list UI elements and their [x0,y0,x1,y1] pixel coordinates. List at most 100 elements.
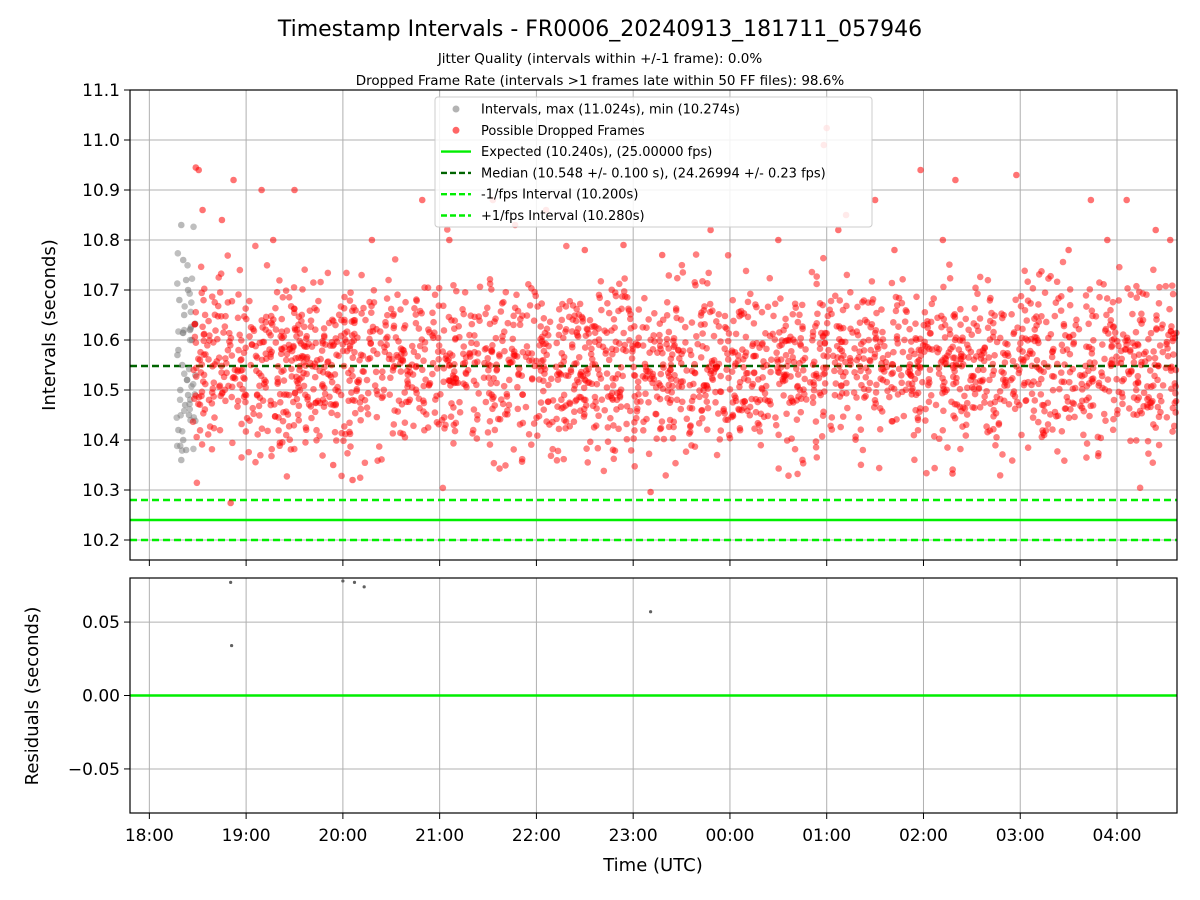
data-point [360,368,368,375]
data-point [588,345,595,353]
data-point [828,426,836,433]
data-point [1035,271,1043,278]
data-point [257,451,264,459]
data-point [797,334,805,342]
data-point [825,346,832,354]
data-point [679,378,687,385]
data-point [1041,289,1049,296]
data-point [181,303,188,310]
data-point [576,300,584,308]
data-point [299,286,306,293]
data-point [311,360,319,367]
data-point [1165,331,1172,339]
data-point [969,373,977,381]
data-point [383,295,391,302]
data-point [459,350,467,358]
data-point [1008,311,1015,318]
data-point [485,366,492,374]
data-point [677,405,685,413]
data-point [952,334,960,341]
data-point [772,421,780,429]
data-point [1156,283,1163,291]
data-point [363,376,371,384]
data-point [452,379,460,386]
data-point [1011,405,1019,413]
data-point [791,445,799,453]
data-point [235,346,242,354]
data-point [390,421,398,428]
residuals-y-axis-label: Residuals (seconds) [22,607,43,786]
data-point [397,429,404,437]
data-point [265,329,273,336]
data-point [957,305,964,313]
data-point [411,305,418,312]
data-point [364,410,372,418]
data-point [656,425,664,433]
data-point [837,423,844,431]
data-point [963,384,971,392]
data-point [366,328,374,335]
data-point [996,472,1004,479]
data-point [740,364,747,371]
data-point [348,307,356,315]
data-point [282,356,290,364]
data-point [1133,437,1140,444]
data-point [1116,263,1123,271]
data-point [1102,325,1110,333]
data-point [915,356,923,364]
data-point [1048,353,1056,361]
data-point [1048,348,1056,356]
data-point [236,266,244,274]
data-point [473,381,480,389]
data-point [280,408,287,416]
data-point [545,381,552,389]
data-point [1119,400,1126,408]
data-point [456,398,463,406]
data-point [725,374,732,382]
data-point [1150,266,1157,274]
data-point [1053,360,1061,368]
data-point [418,336,426,343]
data-point [668,388,676,396]
data-point [374,457,381,464]
data-point [712,318,720,325]
data-point [753,303,760,311]
data-point [1124,285,1131,292]
data-point [1153,312,1160,319]
data-point [1044,399,1052,407]
data-point [712,399,719,406]
data-point [1169,428,1176,435]
data-point [176,296,183,304]
data-point [832,380,840,387]
data-point [324,370,332,378]
data-point [1166,305,1173,313]
data-point [1066,378,1073,386]
data-point [922,417,929,424]
data-point [1109,298,1117,306]
data-point [645,316,652,323]
data-point [254,431,261,438]
data-point [343,269,350,277]
data-point [699,277,706,285]
data-point [724,356,732,363]
data-point [1125,405,1133,412]
data-point [949,373,957,381]
data-point [277,350,285,358]
data-point [504,319,512,327]
data-point [248,341,256,348]
data-point [1024,278,1032,286]
data-point [744,369,751,377]
data-point [692,251,700,258]
data-point [650,375,658,383]
data-point [626,337,633,344]
data-point [598,396,606,403]
data-point [205,356,212,363]
data-point [647,488,654,496]
data-point [1044,421,1052,428]
data-point [196,427,204,434]
data-point [425,381,433,388]
data-point [538,300,546,307]
data-point [1156,392,1164,400]
data-point [1000,369,1007,377]
data-point [1086,359,1094,366]
